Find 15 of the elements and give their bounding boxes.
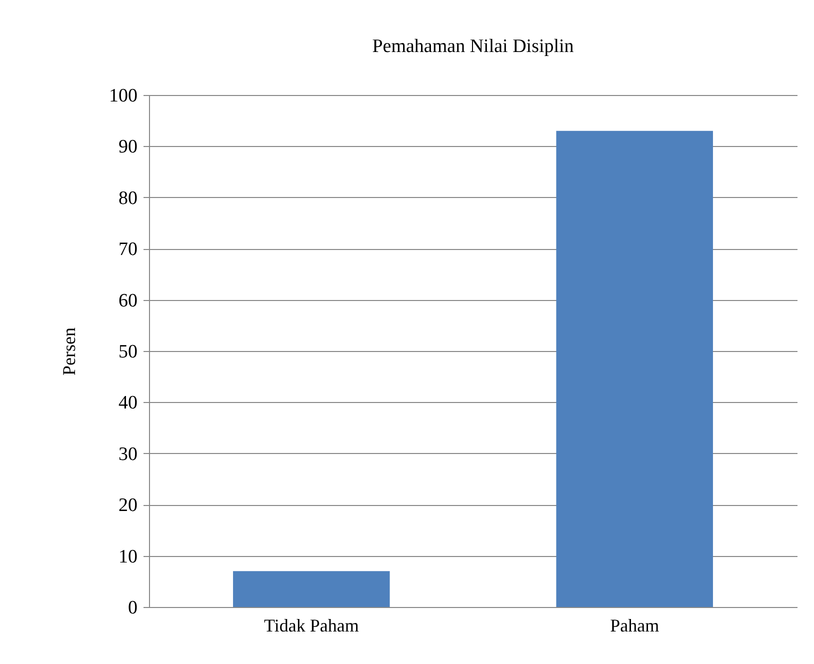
y-tick-label: 10	[118, 546, 138, 568]
y-tick-label: 30	[118, 444, 138, 465]
y-tick-label: 60	[118, 290, 138, 312]
x-tick-label: Paham	[610, 616, 660, 636]
y-tick-label: 40	[118, 392, 138, 414]
y-tick-label: 70	[118, 239, 138, 260]
chart-title: Pemahaman Nilai Disiplin	[372, 36, 574, 57]
y-tick-label: 50	[118, 342, 138, 362]
y-tick-label: 0	[128, 598, 138, 618]
y-tick-label: 100	[109, 86, 138, 106]
y-tick-label: 80	[118, 188, 138, 209]
y-tick-label: 20	[118, 495, 138, 516]
y-axis-title: Persen	[59, 328, 79, 376]
x-tick-label: Tidak Paham	[264, 616, 359, 636]
y-tick-label: 90	[118, 136, 138, 158]
